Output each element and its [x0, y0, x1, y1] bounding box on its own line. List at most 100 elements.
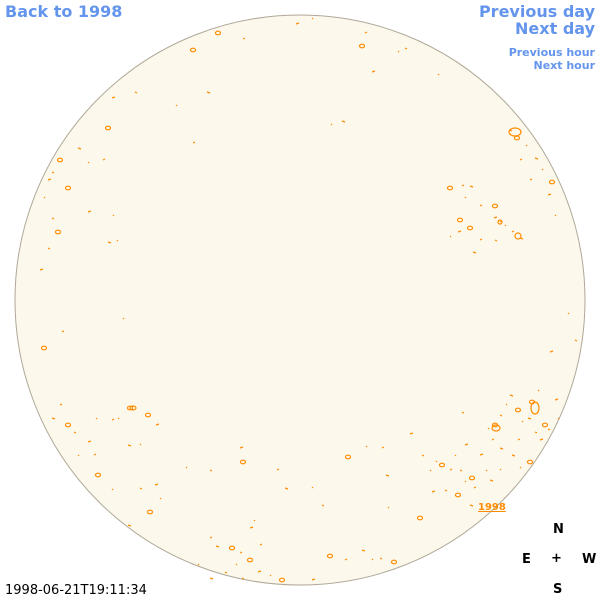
- contour-mark: [547, 193, 552, 196]
- contour-mark: [416, 515, 424, 521]
- contour-mark: [494, 239, 498, 242]
- contour-mark: [64, 185, 72, 191]
- contour-mark: [548, 179, 556, 185]
- contour-mark: [449, 235, 452, 238]
- compass-west-label: W: [582, 552, 597, 567]
- contour-mark: [457, 230, 462, 233]
- contour-mark: [521, 420, 524, 423]
- contour-mark: [94, 472, 102, 478]
- contour-mark: [185, 466, 188, 469]
- contour-mark: [493, 216, 498, 219]
- year-1998-link[interactable]: 1998: [478, 502, 506, 513]
- contour-mark: [321, 504, 325, 507]
- contour-mark: [112, 214, 115, 217]
- contour-loop: [514, 232, 522, 240]
- contour-mark: [479, 453, 484, 456]
- contour-mark: [464, 443, 469, 446]
- contour-mark: [77, 147, 82, 150]
- contour-mark: [215, 545, 220, 548]
- contour-mark: [371, 558, 374, 561]
- contour-mark: [456, 217, 464, 223]
- back-to-year-link[interactable]: Back to 1998: [5, 2, 123, 21]
- contour-mark: [239, 459, 247, 465]
- contour-mark: [509, 394, 514, 397]
- contour-mark: [111, 488, 114, 491]
- contour-mark: [257, 570, 262, 573]
- contour-mark: [209, 536, 213, 539]
- contour-mark: [59, 403, 63, 406]
- contour-loop: [491, 424, 501, 432]
- contour-mark: [517, 438, 521, 441]
- contour-mark: [117, 417, 120, 420]
- contour-mark: [567, 312, 570, 315]
- contour-mark: [534, 157, 539, 160]
- contour-mark: [330, 123, 333, 126]
- contour-mark: [51, 417, 56, 420]
- contour-mark: [554, 214, 557, 217]
- contour-mark: [259, 543, 263, 546]
- contour-mark: [421, 454, 425, 457]
- contour-mark: [146, 509, 154, 515]
- contour-mark: [111, 96, 116, 99]
- contour-mark: [51, 171, 55, 174]
- contour-mark: [527, 417, 532, 420]
- contour-mark: [39, 268, 44, 271]
- contour-mark: [431, 490, 436, 493]
- contour-loop: [530, 401, 540, 415]
- contour-mark: [511, 230, 515, 233]
- contour-mark: [311, 17, 314, 20]
- contour-mark: [469, 185, 474, 188]
- contour-mark: [47, 178, 52, 181]
- contour-mark: [491, 438, 495, 441]
- contour-mark: [461, 411, 465, 414]
- contour-mark: [491, 203, 499, 209]
- compass-south-label: S: [553, 582, 563, 597]
- contour-mark: [77, 454, 80, 457]
- contour-mark: [127, 524, 132, 527]
- contour-mark: [239, 446, 244, 449]
- contour-mark: [429, 469, 432, 472]
- contour-mark: [209, 577, 214, 580]
- contour-mark: [241, 577, 245, 580]
- contour-mark: [505, 403, 508, 406]
- contour-mark: [365, 445, 368, 448]
- contour-mark: [499, 447, 504, 450]
- contour-mark: [107, 241, 112, 244]
- contour-mark: [504, 224, 507, 227]
- solar-disk: [14, 14, 586, 586]
- contour-mark: [344, 454, 352, 460]
- contour-mark: [435, 460, 438, 463]
- previous-day-link[interactable]: Previous day: [478, 2, 595, 21]
- previous-hour-link[interactable]: Previous hour: [508, 46, 595, 59]
- contour-mark: [539, 438, 544, 441]
- contour-mark: [175, 104, 178, 107]
- contour-mark: [472, 251, 477, 254]
- contour-mark: [104, 125, 112, 131]
- contour-mark: [461, 184, 465, 187]
- contour-mark: [249, 526, 254, 529]
- contour-mark: [239, 551, 243, 554]
- contour-mark: [541, 168, 544, 171]
- contour-mark: [87, 161, 90, 164]
- contour-mark: [526, 459, 534, 465]
- contour-mark: [139, 443, 142, 446]
- contour-mark: [541, 422, 549, 428]
- contour-mark: [87, 440, 92, 443]
- contour-mark: [269, 574, 272, 577]
- contour-mark: [485, 469, 488, 472]
- contour-mark: [479, 204, 483, 207]
- contour-mark: [192, 141, 196, 144]
- contour-mark: [344, 558, 348, 561]
- contour-mark: [246, 557, 254, 563]
- contour-mark: [468, 475, 476, 481]
- contour-mark: [206, 91, 211, 94]
- contour-mark: [554, 398, 559, 401]
- next-day-link[interactable]: Next day: [515, 19, 595, 38]
- contour-mark: [278, 577, 286, 583]
- contour-mark: [385, 474, 390, 477]
- contour-mark: [390, 559, 398, 565]
- next-hour-link[interactable]: Next hour: [533, 59, 596, 72]
- contour-mark: [381, 446, 385, 449]
- contour-mark: [73, 431, 77, 434]
